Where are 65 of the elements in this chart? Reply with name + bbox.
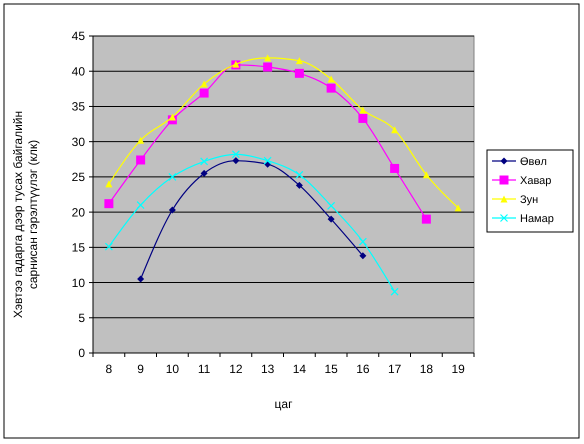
- point: [358, 238, 367, 246]
- x-tick-label: 17: [388, 362, 402, 376]
- y-tick-label: 40: [72, 64, 86, 78]
- legend-label: Намар: [520, 212, 554, 225]
- point: [264, 156, 272, 165]
- x-tick-label: 15: [324, 362, 338, 376]
- point: [104, 242, 113, 251]
- x-tick-label: 13: [260, 362, 275, 376]
- point: [359, 106, 366, 114]
- point: [328, 216, 335, 223]
- point: [263, 62, 272, 72]
- point: [137, 136, 144, 144]
- y-tick-label: 35: [72, 100, 86, 114]
- point: [200, 157, 208, 166]
- legend-label: Өвөл: [520, 156, 547, 168]
- x-tick-label: 12: [229, 362, 243, 376]
- point: [136, 200, 145, 210]
- point: [327, 202, 336, 210]
- point: [200, 170, 208, 177]
- point: [200, 88, 209, 98]
- y-tick-label: 0: [78, 346, 86, 360]
- point: [454, 204, 462, 212]
- legend-label: Зун: [520, 194, 538, 206]
- point: [390, 288, 399, 296]
- x-tick-label: 9: [137, 362, 144, 376]
- y-tick-label: 10: [72, 276, 86, 290]
- y-tick-label: 20: [72, 205, 86, 220]
- x-tick-label: 11: [198, 362, 211, 376]
- y-axis-title: Хэвтээ гадарга дээр тусах байгалийн сарнисан гэрэлтүүлэг (клк): [11, 110, 40, 318]
- x-tick-label: 10: [166, 362, 180, 376]
- x-tick-label: 14: [292, 362, 306, 376]
- point: [200, 80, 208, 88]
- x-tick-label: 18: [420, 362, 434, 376]
- point: [422, 214, 431, 224]
- point: [296, 182, 303, 189]
- point: [168, 206, 176, 214]
- y-tick-label: 5: [78, 310, 86, 325]
- point: [264, 54, 272, 62]
- point: [168, 114, 176, 121]
- point: [326, 84, 336, 93]
- x-axis-title: цаг: [274, 397, 294, 411]
- point: [137, 276, 144, 283]
- point: [328, 75, 335, 82]
- y-tick-label: 30: [72, 134, 86, 149]
- x-tick-label: 8: [106, 362, 113, 376]
- legend-label: Хавар: [520, 174, 552, 187]
- y-tick-label: 25: [72, 170, 86, 184]
- y-tick-label: 15: [72, 240, 86, 255]
- point: [295, 170, 304, 179]
- point: [294, 68, 304, 78]
- point: [359, 252, 366, 260]
- x-tick-label: 19: [451, 362, 466, 376]
- point: [136, 155, 146, 164]
- point: [232, 157, 240, 164]
- point: [358, 114, 368, 123]
- point: [104, 199, 114, 208]
- point: [296, 57, 303, 64]
- point: [232, 150, 240, 158]
- point: [390, 164, 400, 173]
- point: [391, 126, 398, 134]
- point: [168, 172, 176, 181]
- y-tick-label: 45: [72, 29, 86, 44]
- point: [422, 171, 430, 178]
- x-tick-label: 16: [356, 362, 370, 376]
- point: [105, 180, 112, 188]
